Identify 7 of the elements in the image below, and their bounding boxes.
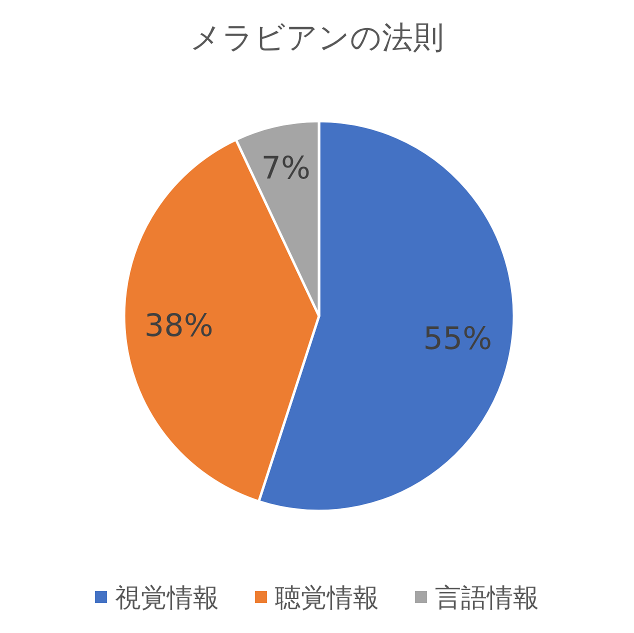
legend-label: 言語情報 [435, 583, 539, 614]
data-label: 55% [423, 320, 492, 357]
legend-label: 聴覚情報 [275, 583, 379, 614]
chart-title: メラビアンの法則 [190, 20, 444, 56]
data-label: 38% [144, 308, 214, 344]
data-label: 7% [261, 150, 310, 187]
legend-label: 視覚情報 [115, 583, 219, 614]
